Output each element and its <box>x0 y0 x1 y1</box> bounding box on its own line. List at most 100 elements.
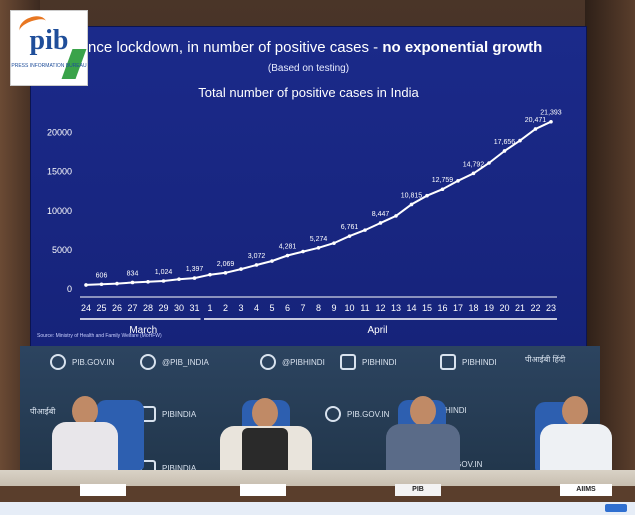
x-tick-label: 31 <box>189 303 199 313</box>
data-point <box>425 193 429 198</box>
pib-logo: pib PRESS INFORMATION BUREAU <box>10 10 88 86</box>
twitter-icon <box>260 354 276 370</box>
x-tick-label: 18 <box>468 303 478 313</box>
x-tick-label: 24 <box>81 303 91 313</box>
x-tick-label: 25 <box>96 303 106 313</box>
data-label: 14,792 <box>463 161 485 168</box>
data-point <box>332 241 336 245</box>
logo-text: pib <box>29 25 69 56</box>
banner-website-text: PIB.GOV.IN <box>72 357 115 367</box>
player-button[interactable] <box>605 504 627 512</box>
x-tick-label: 14 <box>406 303 416 313</box>
data-point <box>161 279 166 283</box>
data-label: 21,393 <box>540 110 562 117</box>
data-label: 8,447 <box>372 211 390 218</box>
x-tick-label: 7 <box>300 303 305 313</box>
x-tick-label: 5 <box>269 303 274 313</box>
data-point <box>409 202 414 207</box>
head <box>562 396 588 426</box>
data-label: 6,761 <box>341 224 359 231</box>
banner-twitter-hindi-text: @PIBHINDI <box>282 357 325 367</box>
x-tick-label: 17 <box>453 303 463 313</box>
y-tick-label: 15000 <box>47 167 72 177</box>
slide-headline-bold: no exponential growth <box>382 39 543 56</box>
slide-headline-prefix: Since lockdown, in number of positive ca… <box>74 39 383 56</box>
data-label: 834 <box>127 270 139 277</box>
data-label: 3,072 <box>248 253 266 260</box>
x-tick-label: 6 <box>285 303 290 313</box>
y-tick-label: 5000 <box>52 245 72 255</box>
data-label: 2,069 <box>217 261 235 268</box>
banner-youtube-text: PIBINDIA <box>162 409 197 419</box>
chart-title: Total number of positive cases in India <box>198 85 419 100</box>
data-point <box>394 214 398 218</box>
banner-facebook-text: PIBHINDI <box>362 357 397 367</box>
twitter-icon <box>140 354 156 370</box>
data-label: 606 <box>96 272 108 279</box>
data-point <box>502 149 507 153</box>
data-point <box>347 234 352 238</box>
banner-website-2: PIB.GOV.IN <box>325 406 389 422</box>
x-tick-label: 19 <box>484 303 494 313</box>
x-tick-label: 20 <box>499 303 509 313</box>
data-point <box>208 272 212 277</box>
data-label: 17,656 <box>494 139 516 146</box>
banner-hindi-2: पीआईबी <box>30 406 55 417</box>
banner-hindi-text: पीआईबी हिंदी <box>525 355 566 364</box>
x-tick-label: 1 <box>207 303 212 313</box>
data-point <box>440 187 445 192</box>
globe-icon <box>50 354 66 370</box>
month-label-april: April <box>367 325 387 336</box>
banner-instagram: PIBHINDI <box>440 354 497 370</box>
data-label: 5,274 <box>310 236 328 243</box>
data-point <box>223 271 228 275</box>
data-point <box>487 161 491 165</box>
instagram-icon <box>440 354 456 370</box>
data-point <box>239 267 243 271</box>
data-point <box>130 280 135 285</box>
y-tick-label: 0 <box>67 284 72 294</box>
month-label-march: March <box>129 325 157 336</box>
x-tick-label: 10 <box>344 303 354 313</box>
x-tick-label: 2 <box>223 303 228 313</box>
head <box>72 396 98 426</box>
data-point <box>363 228 367 232</box>
banner-website: PIB.GOV.IN <box>50 354 114 370</box>
banner-hindi-2-text: पीआईबी <box>30 407 56 416</box>
data-point <box>316 245 321 250</box>
x-tick-label: 26 <box>112 303 122 313</box>
banner-instagram-text: PIBHINDI <box>462 357 497 367</box>
chart-source: Source: Ministry of Health and Family We… <box>37 333 162 339</box>
data-label: 1,397 <box>186 266 204 273</box>
banner-hindi-3: HINDI <box>445 406 467 415</box>
nameplate <box>240 484 286 496</box>
x-tick-label: 9 <box>331 303 336 313</box>
data-point <box>285 253 290 258</box>
data-point <box>518 138 522 143</box>
data-point <box>471 171 476 176</box>
nameplate-aiims: AIIMS <box>560 484 612 496</box>
desk-front <box>0 486 635 506</box>
data-point <box>378 221 383 225</box>
banner-website-2-text: PIB.GOV.IN <box>347 409 390 419</box>
x-tick-label: 12 <box>375 303 385 313</box>
data-point <box>456 179 460 183</box>
data-point <box>146 280 150 284</box>
slide-subtitle: (Based on testing) <box>267 63 350 74</box>
data-point <box>192 276 197 280</box>
banner-facebook-2-text: PIBINDIA <box>162 463 197 473</box>
head <box>410 396 436 426</box>
banner-twitter: @PIB_INDIA <box>140 354 209 370</box>
data-point <box>99 282 104 287</box>
y-tick-label: 10000 <box>47 206 72 216</box>
head <box>252 398 278 428</box>
banner-website-3-text: PIB.GOV.IN <box>440 460 483 469</box>
x-tick-label: 13 <box>391 303 401 313</box>
x-tick-label: 8 <box>316 303 321 313</box>
presentation-screen: Since lockdown, in number of positive ca… <box>30 26 587 348</box>
data-label: 20,471 <box>525 117 547 124</box>
nameplate <box>80 484 126 496</box>
banner-twitter-hindi: @PIBHINDI <box>260 354 325 370</box>
logo-subtitle: PRESS INFORMATION BUREAU <box>11 63 87 69</box>
